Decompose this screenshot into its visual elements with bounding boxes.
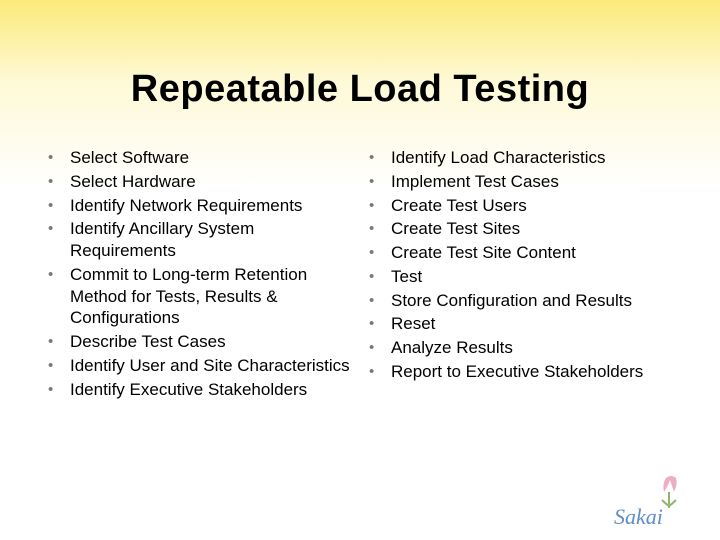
item-text: Reset bbox=[391, 313, 672, 335]
list-item: •Create Test Sites bbox=[369, 218, 672, 240]
logo-text: Sakai bbox=[614, 504, 663, 529]
item-text: Create Test Site Content bbox=[391, 242, 672, 264]
list-item: •Report to Executive Stakeholders bbox=[369, 361, 672, 383]
item-text: Store Configuration and Results bbox=[391, 290, 672, 312]
item-text: Create Test Users bbox=[391, 195, 672, 217]
item-text: Select Hardware bbox=[70, 171, 351, 193]
item-text: Commit to Long-term Retention Method for… bbox=[70, 264, 351, 329]
right-list: •Identify Load Characteristics •Implemen… bbox=[369, 147, 672, 383]
bullet-icon: • bbox=[48, 171, 70, 192]
left-column: •Select Software •Select Hardware •Ident… bbox=[48, 147, 351, 402]
item-text: Report to Executive Stakeholders bbox=[391, 361, 672, 383]
item-text: Identify Ancillary System Requirements bbox=[70, 218, 351, 262]
item-text: Implement Test Cases bbox=[391, 171, 672, 193]
list-item: •Create Test Site Content bbox=[369, 242, 672, 264]
right-column: •Identify Load Characteristics •Implemen… bbox=[369, 147, 672, 402]
item-text: Create Test Sites bbox=[391, 218, 672, 240]
sakai-logo: Sakai bbox=[606, 470, 706, 530]
list-item: •Analyze Results bbox=[369, 337, 672, 359]
bullet-icon: • bbox=[369, 171, 391, 192]
item-text: Identify Network Requirements bbox=[70, 195, 351, 217]
bullet-icon: • bbox=[48, 195, 70, 216]
item-text: Identify Load Characteristics bbox=[391, 147, 672, 169]
list-item: •Identify Load Characteristics bbox=[369, 147, 672, 169]
list-item: •Identify Network Requirements bbox=[48, 195, 351, 217]
bullet-icon: • bbox=[369, 361, 391, 382]
bullet-icon: • bbox=[48, 218, 70, 239]
bullet-icon: • bbox=[369, 290, 391, 311]
item-text: Analyze Results bbox=[391, 337, 672, 359]
list-item: •Create Test Users bbox=[369, 195, 672, 217]
list-item: •Test bbox=[369, 266, 672, 288]
bullet-icon: • bbox=[48, 147, 70, 168]
bullet-icon: • bbox=[48, 355, 70, 376]
list-item: •Describe Test Cases bbox=[48, 331, 351, 353]
bullet-icon: • bbox=[369, 195, 391, 216]
bullet-icon: • bbox=[369, 266, 391, 287]
item-text: Select Software bbox=[70, 147, 351, 169]
list-item: •Identify Executive Stakeholders bbox=[48, 379, 351, 401]
bullet-icon: • bbox=[369, 218, 391, 239]
item-text: Identify User and Site Characteristics bbox=[70, 355, 351, 377]
content-columns: •Select Software •Select Hardware •Ident… bbox=[0, 111, 720, 402]
slide-title: Repeatable Load Testing bbox=[0, 0, 720, 111]
list-item: •Identify User and Site Characteristics bbox=[48, 355, 351, 377]
item-text: Describe Test Cases bbox=[70, 331, 351, 353]
bullet-icon: • bbox=[48, 379, 70, 400]
list-item: •Identify Ancillary System Requirements bbox=[48, 218, 351, 262]
list-item: •Store Configuration and Results bbox=[369, 290, 672, 312]
list-item: •Reset bbox=[369, 313, 672, 335]
list-item: •Select Software bbox=[48, 147, 351, 169]
bullet-icon: • bbox=[48, 331, 70, 352]
list-item: •Select Hardware bbox=[48, 171, 351, 193]
item-text: Test bbox=[391, 266, 672, 288]
bullet-icon: • bbox=[369, 313, 391, 334]
item-text: Identify Executive Stakeholders bbox=[70, 379, 351, 401]
tulip-icon: Sakai bbox=[606, 470, 706, 530]
list-item: •Implement Test Cases bbox=[369, 171, 672, 193]
bullet-icon: • bbox=[48, 264, 70, 285]
bullet-icon: • bbox=[369, 242, 391, 263]
left-list: •Select Software •Select Hardware •Ident… bbox=[48, 147, 351, 400]
bullet-icon: • bbox=[369, 337, 391, 358]
bullet-icon: • bbox=[369, 147, 391, 168]
list-item: •Commit to Long-term Retention Method fo… bbox=[48, 264, 351, 329]
